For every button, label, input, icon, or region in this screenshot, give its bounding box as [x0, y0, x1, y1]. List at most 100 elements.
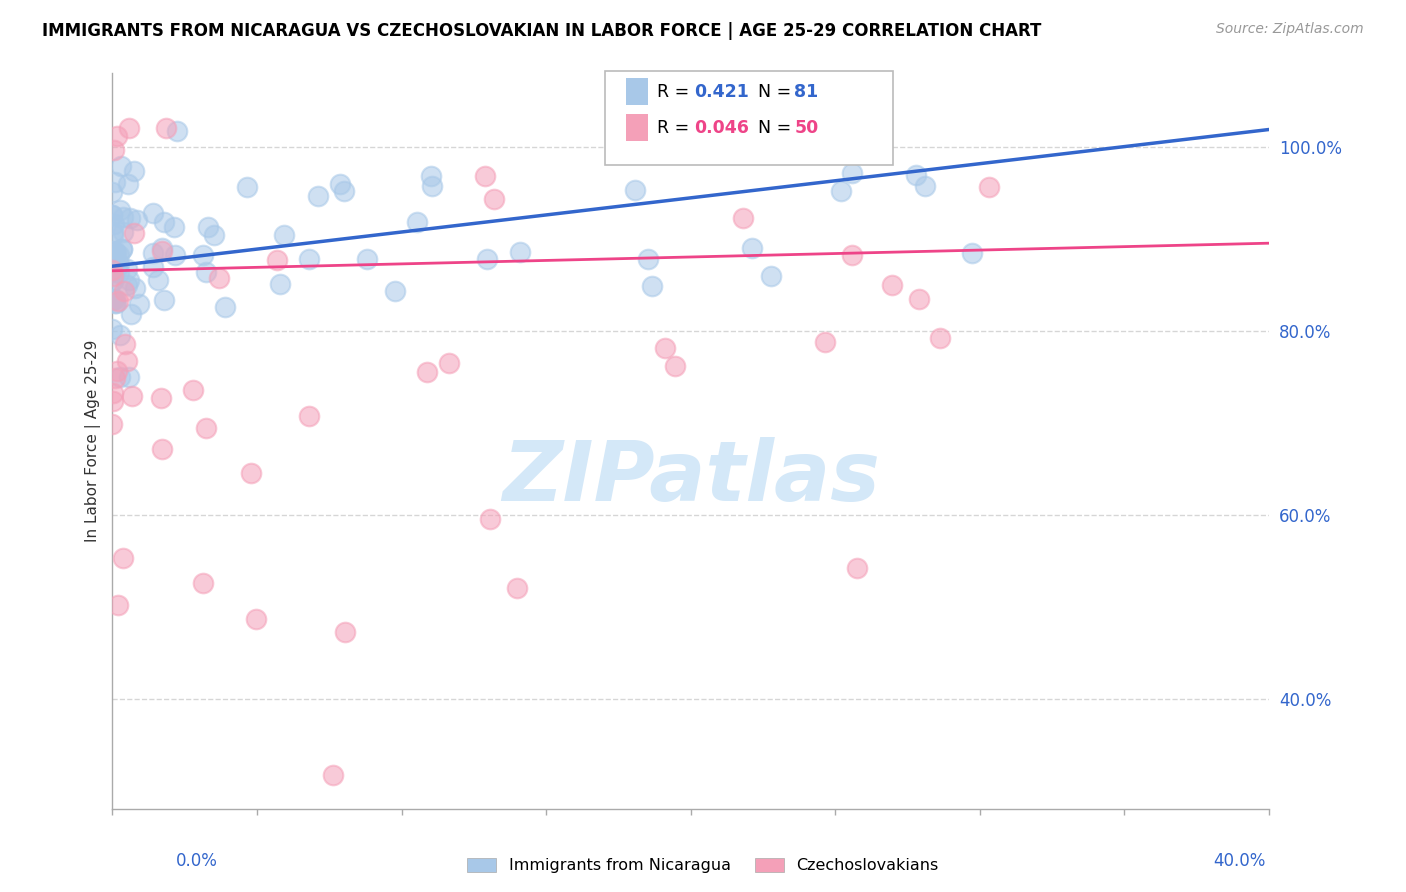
Text: R =: R =	[657, 119, 695, 136]
Point	[103, 245, 125, 260]
Point	[335, 625, 357, 640]
Point	[105, 296, 128, 310]
Point	[124, 227, 146, 241]
Point	[245, 612, 267, 626]
Point	[108, 203, 131, 218]
Point	[439, 355, 461, 369]
Point	[914, 178, 936, 193]
Point	[104, 246, 127, 260]
Point	[101, 275, 124, 289]
Point	[101, 185, 124, 199]
Point	[356, 252, 378, 266]
Point	[329, 177, 352, 191]
Point	[115, 277, 138, 292]
Point	[114, 337, 136, 351]
Point	[101, 268, 124, 283]
Point	[111, 242, 134, 256]
Point	[101, 252, 124, 267]
Text: 50: 50	[794, 119, 818, 136]
Text: N =: N =	[747, 83, 796, 101]
Point	[908, 292, 931, 306]
Point	[509, 244, 531, 259]
Point	[150, 241, 173, 255]
Point	[108, 247, 131, 261]
Point	[105, 261, 128, 276]
Point	[789, 126, 811, 140]
Point	[664, 359, 686, 374]
Point	[117, 178, 139, 192]
Point	[146, 273, 169, 287]
Point	[240, 467, 263, 481]
Point	[128, 296, 150, 310]
Text: ZIPatlas: ZIPatlas	[502, 437, 880, 518]
Text: 81: 81	[794, 83, 818, 101]
Point	[108, 257, 131, 271]
Point	[420, 179, 443, 194]
Point	[118, 211, 141, 225]
Point	[163, 219, 186, 234]
Point	[298, 252, 321, 266]
Text: 0.046: 0.046	[695, 119, 749, 136]
Text: 40.0%: 40.0%	[1213, 852, 1265, 870]
Point	[115, 261, 138, 276]
Point	[111, 551, 134, 566]
Point	[150, 244, 173, 258]
Point	[150, 442, 173, 457]
Point	[214, 300, 236, 314]
Point	[195, 264, 218, 278]
Point	[880, 277, 903, 292]
Text: N =: N =	[747, 119, 796, 136]
Point	[142, 206, 165, 220]
Point	[103, 228, 125, 243]
Point	[101, 386, 124, 401]
Point	[104, 292, 127, 306]
Point	[333, 184, 356, 198]
Point	[741, 241, 763, 255]
Point	[101, 293, 124, 307]
Point	[117, 354, 139, 368]
Point	[103, 143, 125, 157]
Point	[101, 208, 124, 222]
Point	[266, 253, 288, 268]
Point	[108, 369, 131, 384]
Point	[104, 244, 127, 259]
Point	[269, 277, 291, 291]
Point	[191, 575, 214, 590]
Point	[107, 598, 129, 612]
Point	[112, 211, 135, 225]
Point	[101, 262, 124, 277]
Point	[929, 331, 952, 345]
Point	[108, 266, 131, 280]
Point	[153, 215, 176, 229]
Point	[112, 284, 135, 298]
Point	[846, 560, 869, 574]
Point	[142, 260, 165, 275]
Point	[731, 211, 754, 226]
Point	[960, 246, 983, 260]
Point	[101, 273, 124, 287]
Point	[478, 511, 501, 525]
Point	[120, 307, 142, 321]
Point	[814, 334, 837, 349]
Y-axis label: In Labor Force | Age 25-29: In Labor Force | Age 25-29	[86, 340, 101, 542]
Text: Source: ZipAtlas.com: Source: ZipAtlas.com	[1216, 22, 1364, 37]
Point	[118, 273, 141, 287]
Point	[273, 227, 295, 242]
Point	[904, 168, 927, 182]
Point	[112, 225, 135, 239]
Point	[322, 768, 344, 782]
Point	[977, 179, 1000, 194]
Point	[830, 184, 852, 198]
Point	[624, 183, 647, 197]
Point	[195, 421, 218, 435]
Point	[101, 208, 124, 222]
Legend: Immigrants from Nicaragua, Czechoslovakians: Immigrants from Nicaragua, Czechoslovaki…	[461, 851, 945, 880]
Point	[307, 188, 329, 202]
Point	[103, 217, 125, 231]
Point	[104, 371, 127, 385]
Point	[110, 159, 132, 173]
Text: 0.0%: 0.0%	[176, 852, 218, 870]
Point	[121, 389, 143, 403]
Point	[841, 248, 863, 262]
Point	[475, 252, 498, 266]
